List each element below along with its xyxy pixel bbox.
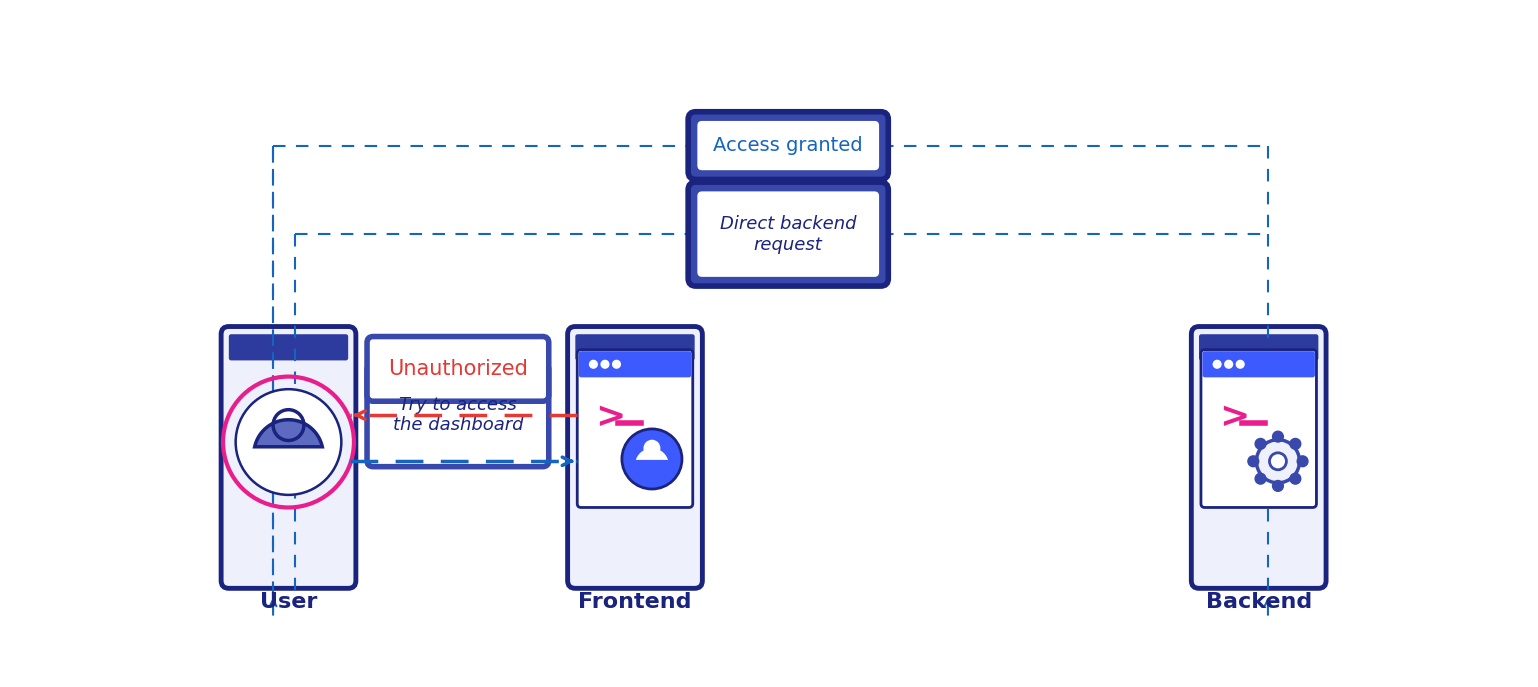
Circle shape: [623, 429, 681, 488]
FancyBboxPatch shape: [1200, 335, 1318, 361]
Circle shape: [1290, 473, 1301, 484]
Circle shape: [1297, 456, 1307, 466]
Text: User: User: [260, 592, 317, 612]
Circle shape: [237, 390, 340, 494]
FancyBboxPatch shape: [697, 121, 880, 170]
FancyBboxPatch shape: [368, 337, 549, 401]
Circle shape: [1290, 438, 1301, 449]
FancyBboxPatch shape: [1201, 350, 1317, 508]
Circle shape: [1257, 440, 1300, 483]
Circle shape: [1272, 431, 1283, 442]
Text: Try to access
the dashboard: Try to access the dashboard: [392, 396, 523, 434]
FancyBboxPatch shape: [578, 351, 691, 377]
Circle shape: [612, 361, 620, 368]
Polygon shape: [635, 448, 667, 460]
FancyBboxPatch shape: [1192, 326, 1326, 588]
FancyBboxPatch shape: [221, 326, 355, 588]
Text: Access granted: Access granted: [714, 136, 863, 155]
FancyBboxPatch shape: [229, 335, 348, 361]
FancyBboxPatch shape: [687, 182, 889, 286]
Circle shape: [1255, 473, 1266, 484]
Circle shape: [1247, 456, 1258, 466]
Text: Direct backend
request: Direct backend request: [720, 215, 857, 254]
FancyBboxPatch shape: [568, 326, 703, 588]
Polygon shape: [255, 420, 323, 447]
Circle shape: [589, 361, 597, 368]
Circle shape: [1213, 361, 1221, 368]
Text: Frontend: Frontend: [578, 592, 692, 612]
Circle shape: [643, 440, 660, 457]
FancyBboxPatch shape: [697, 192, 880, 277]
Circle shape: [1224, 361, 1232, 368]
Text: >: >: [595, 401, 626, 434]
FancyBboxPatch shape: [577, 350, 692, 508]
Circle shape: [601, 361, 609, 368]
Circle shape: [274, 409, 305, 440]
Text: >: >: [1218, 401, 1249, 434]
Text: Unauthorized: Unauthorized: [388, 359, 528, 379]
Circle shape: [1255, 438, 1266, 449]
FancyBboxPatch shape: [687, 112, 889, 179]
Circle shape: [1237, 361, 1244, 368]
FancyBboxPatch shape: [368, 363, 549, 466]
Circle shape: [1272, 480, 1283, 491]
Text: Backend: Backend: [1206, 592, 1312, 612]
FancyBboxPatch shape: [1203, 351, 1315, 377]
Circle shape: [1269, 453, 1286, 470]
FancyBboxPatch shape: [575, 335, 695, 361]
